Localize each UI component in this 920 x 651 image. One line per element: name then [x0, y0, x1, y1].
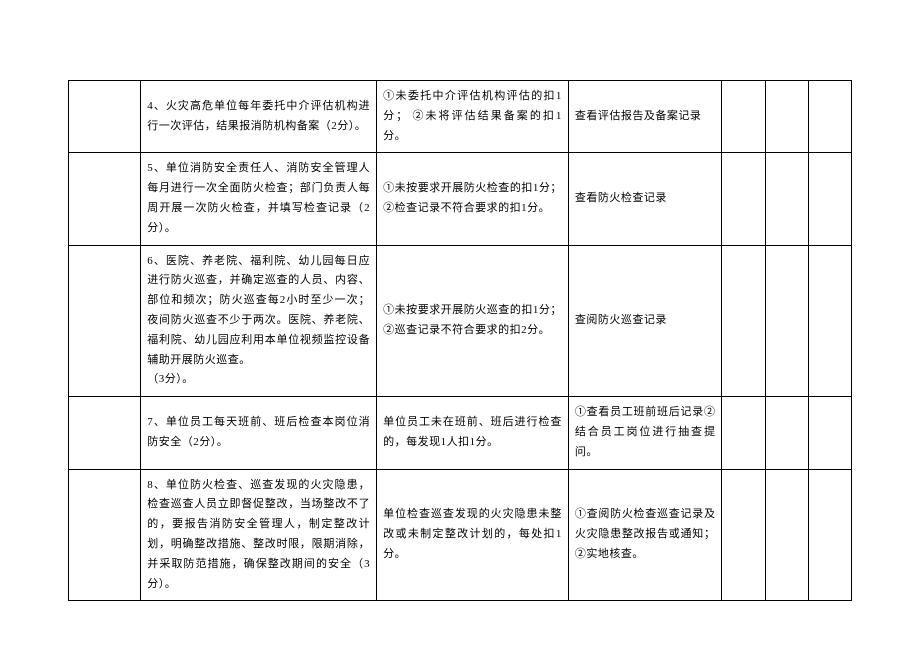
- cell-c5: [722, 81, 765, 153]
- cell-c3: 单位检查巡查发现的火灾隐患未整改或未制定整改计划的，每处扣1分。: [377, 469, 569, 601]
- cell-c4: 查看防火检查记录: [568, 153, 722, 245]
- cell-c7: [808, 397, 851, 469]
- cell-c4: ①查阅防火检查巡查记录及火灾隐患整改报告或通知；②实地核查。: [568, 469, 722, 601]
- table-row: 8、单位防火检查、巡查发现的火灾隐患，检查巡查人员立即督促整改，当场整改不了的，…: [69, 469, 852, 601]
- cell-c4: 查阅防火巡查记录: [568, 245, 722, 397]
- cell-c5: [722, 153, 765, 245]
- cell-c5: [722, 245, 765, 397]
- cell-c1: [69, 469, 141, 601]
- cell-c6: [765, 81, 808, 153]
- cell-c1: [69, 397, 141, 469]
- cell-c2: 4、火灾高危单位每年委托中介评估机构进行一次评估，结果报消防机构备案（2分）。: [141, 81, 377, 153]
- cell-c4: 查看评估报告及备案记录: [568, 81, 722, 153]
- table-row: 7、单位员工每天班前、班后检查本岗位消防安全（2分）。单位员工未在班前、班后进行…: [69, 397, 852, 469]
- page-wrapper: 4、火灾高危单位每年委托中介评估机构进行一次评估，结果报消防机构备案（2分）。①…: [0, 0, 920, 601]
- cell-c4: ①查看员工班前班后记录②结合员工岗位进行抽查提问。: [568, 397, 722, 469]
- cell-c7: [808, 245, 851, 397]
- cell-c7: [808, 153, 851, 245]
- table-body: 4、火灾高危单位每年委托中介评估机构进行一次评估，结果报消防机构备案（2分）。①…: [69, 81, 852, 601]
- cell-c2: 5、单位消防安全责任人、消防安全管理人每月进行一次全面防火检查；部门负责人每周开…: [141, 153, 377, 245]
- cell-c7: [808, 81, 851, 153]
- cell-c1: [69, 81, 141, 153]
- assessment-table: 4、火灾高危单位每年委托中介评估机构进行一次评估，结果报消防机构备案（2分）。①…: [68, 80, 852, 601]
- cell-c3: ①未按要求开展防火巡查的扣1分；②巡查记录不符合要求的扣2分。: [377, 245, 569, 397]
- table-row: 4、火灾高危单位每年委托中介评估机构进行一次评估，结果报消防机构备案（2分）。①…: [69, 81, 852, 153]
- cell-c3: ①未按要求开展防火检查的扣1分；②检查记录不符合要求的扣1分。: [377, 153, 569, 245]
- cell-c6: [765, 245, 808, 397]
- cell-c3: 单位员工未在班前、班后进行检查的，每发现1人扣1分。: [377, 397, 569, 469]
- table-row: 5、单位消防安全责任人、消防安全管理人每月进行一次全面防火检查；部门负责人每周开…: [69, 153, 852, 245]
- cell-c6: [765, 469, 808, 601]
- table-row: 6、医院、养老院、福利院、幼儿园每日应进行防火巡查，并确定巡查的人员、内容、部位…: [69, 245, 852, 397]
- cell-c2: 8、单位防火检查、巡查发现的火灾隐患，检查巡查人员立即督促整改，当场整改不了的，…: [141, 469, 377, 601]
- cell-c1: [69, 245, 141, 397]
- cell-c2: 6、医院、养老院、福利院、幼儿园每日应进行防火巡查，并确定巡查的人员、内容、部位…: [141, 245, 377, 397]
- cell-c5: [722, 397, 765, 469]
- cell-c5: [722, 469, 765, 601]
- cell-c7: [808, 469, 851, 601]
- cell-c3: ①未委托中介评估机构评估的扣1分； ②未将评估结果备案的扣1分。: [377, 81, 569, 153]
- cell-c2: 7、单位员工每天班前、班后检查本岗位消防安全（2分）。: [141, 397, 377, 469]
- cell-c1: [69, 153, 141, 245]
- cell-c6: [765, 153, 808, 245]
- cell-c6: [765, 397, 808, 469]
